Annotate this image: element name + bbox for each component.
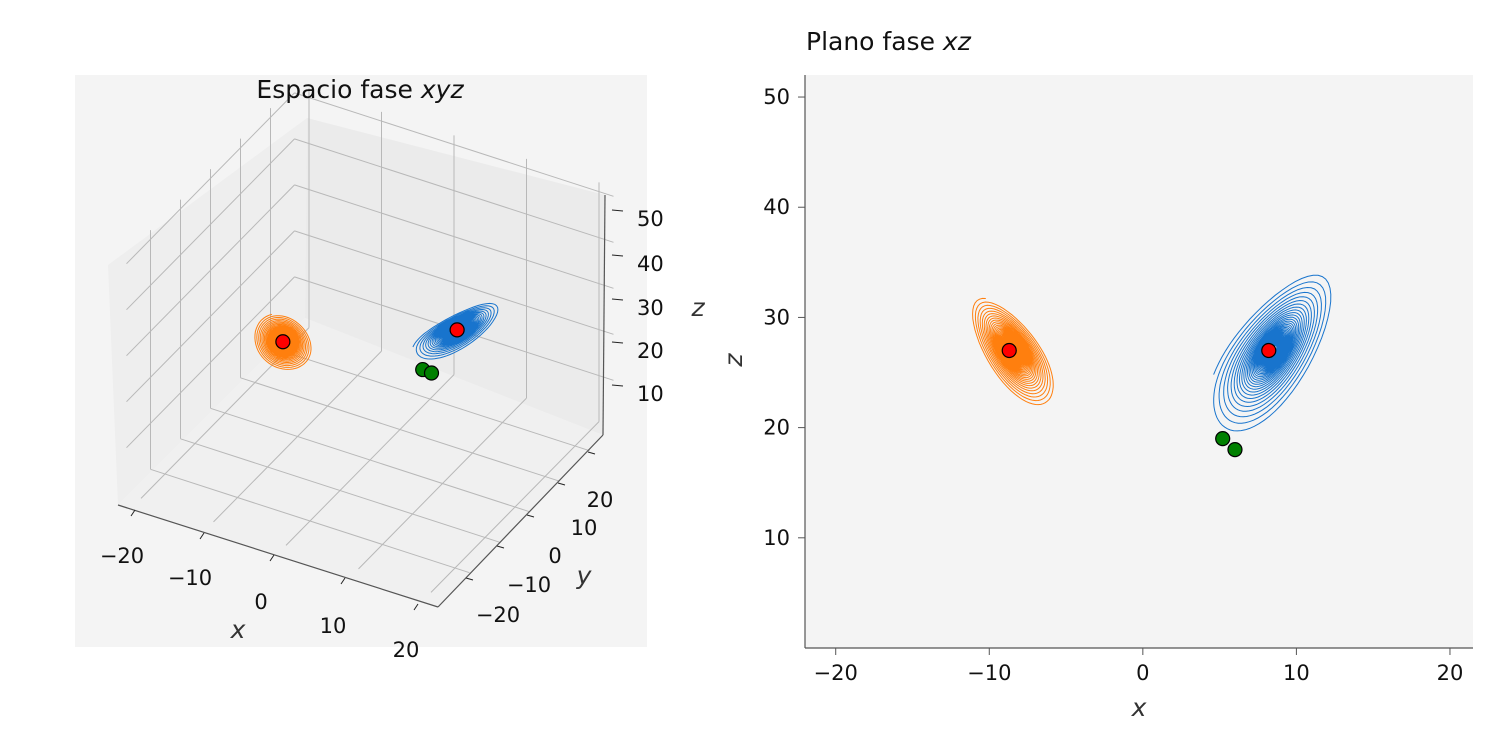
z-tick-3d [611, 209, 624, 212]
y-tick-3d [496, 545, 505, 549]
z-tick-3d [611, 341, 624, 344]
axes-2d-background [805, 75, 1473, 648]
x-tick-label-2d: 0 [1136, 661, 1149, 685]
y-tick-3d [587, 451, 596, 455]
z-tick-label-3d: 40 [637, 252, 664, 276]
grid-line-3d [294, 230, 614, 335]
z-tick-label-3d: 10 [637, 382, 664, 406]
z-tick-3d [611, 298, 624, 301]
x-tick-3d [413, 603, 419, 611]
pane-back [305, 118, 605, 435]
x-axis-label-2d: x [1131, 693, 1147, 722]
chart-title-3d: Espacio fase xyz [256, 75, 464, 104]
panel-2d: −20 −10 0 10 20 10 20 30 40 50 Plano fase xz x z [719, 27, 1473, 722]
trajectories-2d [972, 274, 1332, 432]
y-axis-label-3d: y [576, 561, 593, 590]
x-tick-label-2d: −20 [814, 661, 858, 685]
markers-2d [1001, 342, 1277, 458]
y-tick-3d [557, 482, 566, 486]
grid-line-3d [126, 138, 295, 311]
x-tick-3d [130, 509, 136, 517]
y-tick-label-3d: 20 [587, 488, 614, 512]
y-tick-label-3d: 0 [548, 544, 561, 568]
z-tick-label-3d: 30 [637, 296, 664, 320]
grid-line-3d [240, 377, 560, 482]
z-axis-line-3d [602, 194, 606, 436]
x-axis-line-3d [117, 504, 439, 608]
x-tick-label-3d: −20 [100, 544, 144, 568]
y-axis-line-3d [437, 434, 604, 608]
grid-line-3d [150, 468, 470, 574]
x-tick-3d [340, 577, 346, 585]
marker-point-2d [1227, 442, 1243, 458]
z-axis-label-2d: z [719, 353, 748, 368]
markers-3d [275, 322, 465, 381]
y-tick-label-3d: 10 [571, 516, 598, 540]
z-tick-label-3d: 20 [637, 339, 664, 363]
marker-point-3d [275, 334, 291, 350]
y-tick-label-3d: −10 [507, 573, 551, 597]
x-tick-3d [199, 532, 205, 540]
marker-point-2d [1001, 342, 1017, 359]
grid-line-3d [210, 407, 530, 513]
grid-3d [126, 88, 614, 593]
grid-line-3d [126, 184, 295, 357]
x-axis-label-3d: x [230, 615, 246, 644]
chart-title-2d: Plano fase xz [806, 27, 972, 56]
z-tick-label-3d: 50 [637, 207, 664, 231]
panel-3d: −20 −10 0 10 20 −20 −10 0 10 20 10 20 30 40 50 Espacio… [75, 75, 705, 662]
grid-line-3d [180, 438, 500, 543]
marker-point-3d [449, 322, 465, 338]
y-tick-label-3d: −20 [476, 603, 520, 627]
x-tick-label-3d: 10 [320, 614, 347, 638]
grid-line-3d [126, 92, 295, 265]
pane-left [108, 118, 307, 505]
marker-point-2d [1261, 342, 1277, 359]
z-tick-label-2d: 30 [763, 305, 790, 329]
grid-line-3d [294, 92, 614, 197]
z-tick-3d [611, 384, 624, 387]
grid-line-3d [294, 138, 614, 243]
y-tick-3d [465, 577, 474, 581]
x-tick-label-2d: 20 [1437, 661, 1464, 685]
ticks-3d: −20 −10 0 10 20 −20 −10 0 10 20 10 20 30 40 50 [100, 207, 664, 662]
x-tick-label-2d: −10 [967, 661, 1011, 685]
ticks-2d: −20 −10 0 10 20 10 20 30 40 50 [763, 85, 1463, 685]
y-tick-3d [526, 514, 535, 518]
x-tick-3d [269, 554, 275, 562]
x-tick-label-3d: −10 [168, 566, 212, 590]
series-line-2d [972, 297, 1054, 406]
x-tick-label-2d: 10 [1283, 661, 1310, 685]
x-tick-label-3d: 20 [393, 638, 420, 662]
grid-line-3d [126, 276, 295, 449]
z-axis-label-3d: z [690, 293, 705, 322]
z-tick-label-2d: 50 [763, 85, 790, 109]
grid-line-3d [270, 346, 590, 452]
grid-line-3d [294, 184, 614, 289]
z-tick-label-2d: 10 [763, 526, 790, 550]
x-tick-label-3d: 0 [254, 590, 267, 614]
z-tick-3d [611, 254, 624, 257]
pane-floor [118, 318, 603, 607]
grid-line-3d [126, 230, 295, 403]
marker-point-3d [423, 365, 440, 381]
marker-point-2d [1215, 431, 1231, 447]
z-tick-label-2d: 20 [763, 416, 790, 440]
series-line-2d [1213, 274, 1332, 432]
z-tick-label-2d: 40 [763, 195, 790, 219]
